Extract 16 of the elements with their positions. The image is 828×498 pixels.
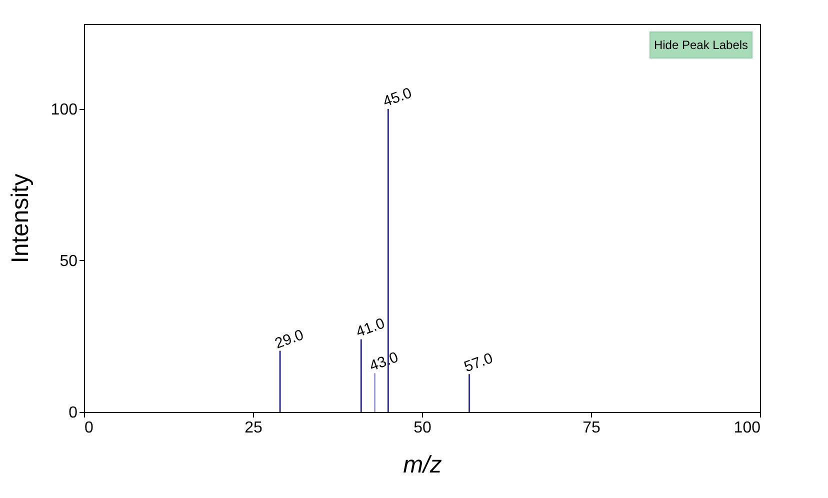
annotation: 29.0 [272, 326, 306, 352]
x-tick-label: 50 [414, 420, 432, 436]
x-tick-label: 100 [734, 420, 761, 436]
y-axis-title: Intensity [6, 174, 34, 264]
x-tick-label: 0 [84, 420, 94, 436]
annotation: Hide Peak Labels [654, 38, 748, 52]
annotation: 45.0 [380, 84, 414, 110]
y-tick-label: 100 [50, 101, 78, 118]
x-tick-label: 75 [582, 420, 600, 436]
y-tick-label: 0 [68, 404, 78, 422]
annotation: 41.0 [354, 314, 388, 341]
x-axis-title: m/z [403, 452, 442, 478]
annotation: 43.0 [367, 348, 401, 375]
y-tick-label: 50 [60, 252, 78, 270]
x-tick-label: 25 [244, 420, 262, 436]
annotation: 57.0 [462, 350, 496, 376]
